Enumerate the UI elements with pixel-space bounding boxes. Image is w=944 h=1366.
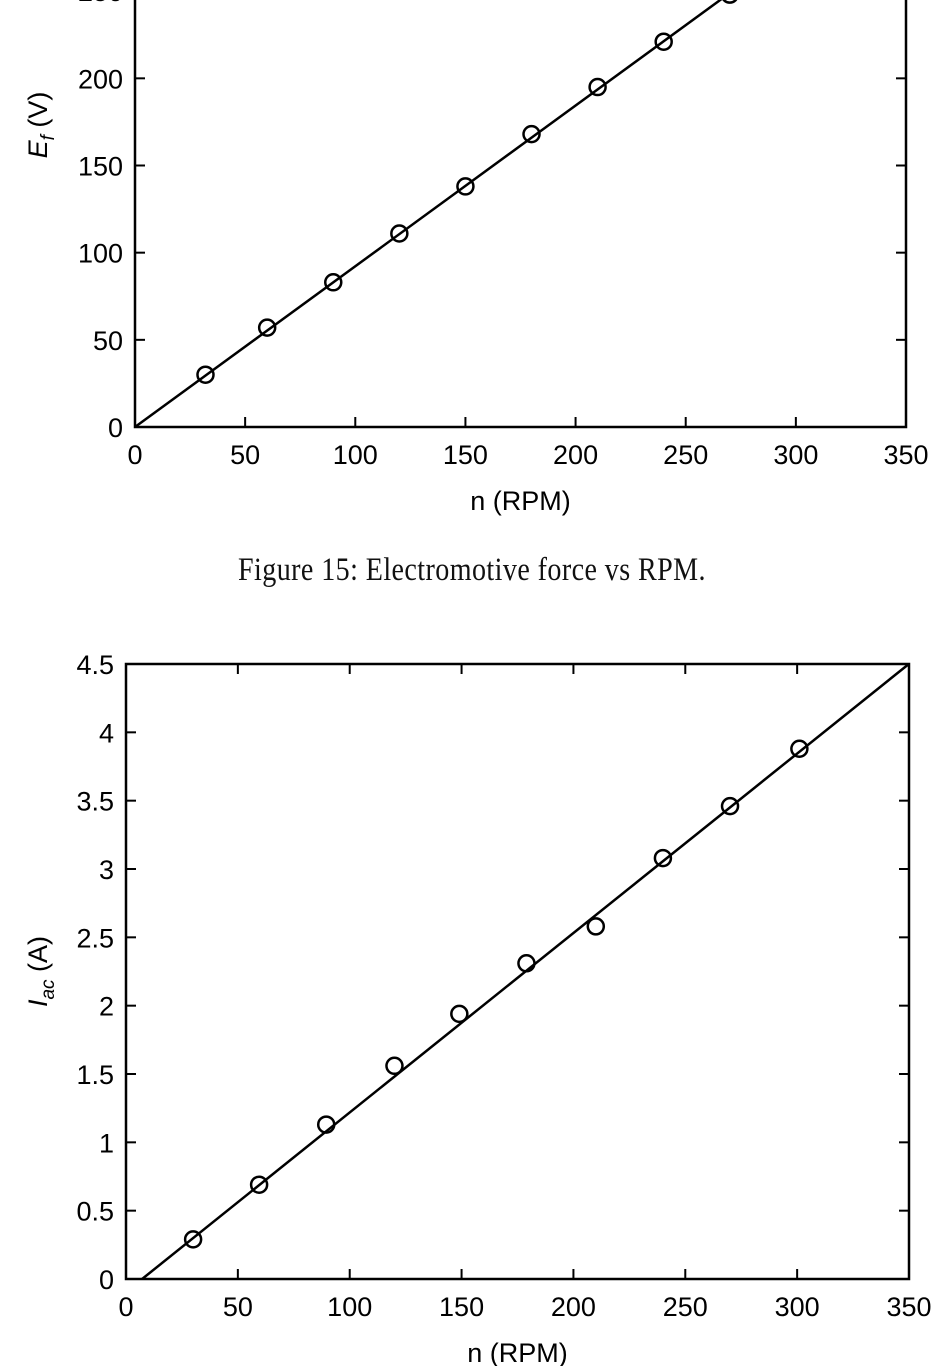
x-tick-label: 50 — [230, 440, 260, 470]
data-point — [790, 739, 809, 758]
x-axis-label: n (RPM) — [467, 1338, 568, 1366]
y-tick-label: 1 — [99, 1128, 114, 1158]
x-tick-label: 200 — [551, 1292, 596, 1322]
data-point — [390, 224, 409, 243]
x-tick-label: 350 — [883, 440, 928, 470]
x-tick-label: 150 — [443, 440, 488, 470]
data-point — [517, 954, 536, 973]
data-point — [654, 32, 673, 51]
y-tick-label: 2.5 — [76, 923, 114, 953]
y-tick-label: 2 — [99, 992, 114, 1022]
data-point — [522, 124, 541, 144]
x-tick-label: 350 — [886, 1292, 931, 1322]
data-point — [720, 796, 740, 816]
x-tick-label: 250 — [663, 440, 708, 470]
y-axis-label: Ef (V) — [23, 92, 59, 159]
x-tick-label: 200 — [553, 440, 598, 470]
x-axis-label: n (RPM) — [470, 486, 571, 516]
y-tick-label: 0 — [99, 1265, 114, 1295]
emf-vs-rpm-chart: 0 50 100 150 200 250 300 350 0 50 100 150 200 250 n (R… — [23, 0, 929, 516]
x-tick-label: 150 — [439, 1292, 484, 1322]
x-tick-label: 100 — [333, 440, 378, 470]
data-point — [588, 77, 607, 97]
x-tick-label: 0 — [127, 440, 142, 470]
x-tick-label: 250 — [663, 1292, 708, 1322]
y-tick-label: 4 — [99, 718, 114, 748]
y-tick-label: 250 — [78, 0, 123, 7]
x-tick-label: 50 — [223, 1292, 253, 1322]
plot-frame — [124, 662, 911, 1281]
data-point — [722, 0, 738, 4]
data-point — [324, 273, 343, 292]
data-point — [196, 365, 215, 384]
data-point — [385, 1056, 404, 1076]
x-tick-label: 300 — [773, 440, 818, 470]
y-tick-label: 1.5 — [76, 1060, 114, 1090]
data-point — [450, 1004, 469, 1024]
y-tick-label: 100 — [78, 239, 123, 269]
y-axis-label: Iac (A) — [23, 936, 59, 1007]
y-tick-label: 3 — [99, 855, 114, 885]
data-point — [183, 1230, 203, 1249]
fit-line — [134, 0, 723, 429]
data-point — [653, 848, 673, 868]
y-tick-label: 3.5 — [76, 787, 114, 817]
x-tick-label: 100 — [327, 1292, 372, 1322]
y-tick-label: 150 — [78, 152, 123, 182]
data-point — [257, 318, 277, 337]
data-point — [456, 177, 475, 196]
y-tick-label: 0.5 — [76, 1197, 114, 1227]
y-tick-label: 50 — [93, 326, 123, 356]
y-tick-label: 200 — [78, 64, 123, 94]
x-tick-label: 300 — [775, 1292, 820, 1322]
y-tick-label: 0 — [108, 413, 123, 443]
y-tick-label: 4.5 — [76, 650, 114, 680]
data-point — [249, 1175, 269, 1194]
figure-caption: Figure 15: Electromotive force vs RPM. — [237, 552, 706, 588]
data-point — [316, 1115, 336, 1134]
x-tick-label: 0 — [118, 1292, 133, 1322]
data-point — [586, 917, 606, 936]
